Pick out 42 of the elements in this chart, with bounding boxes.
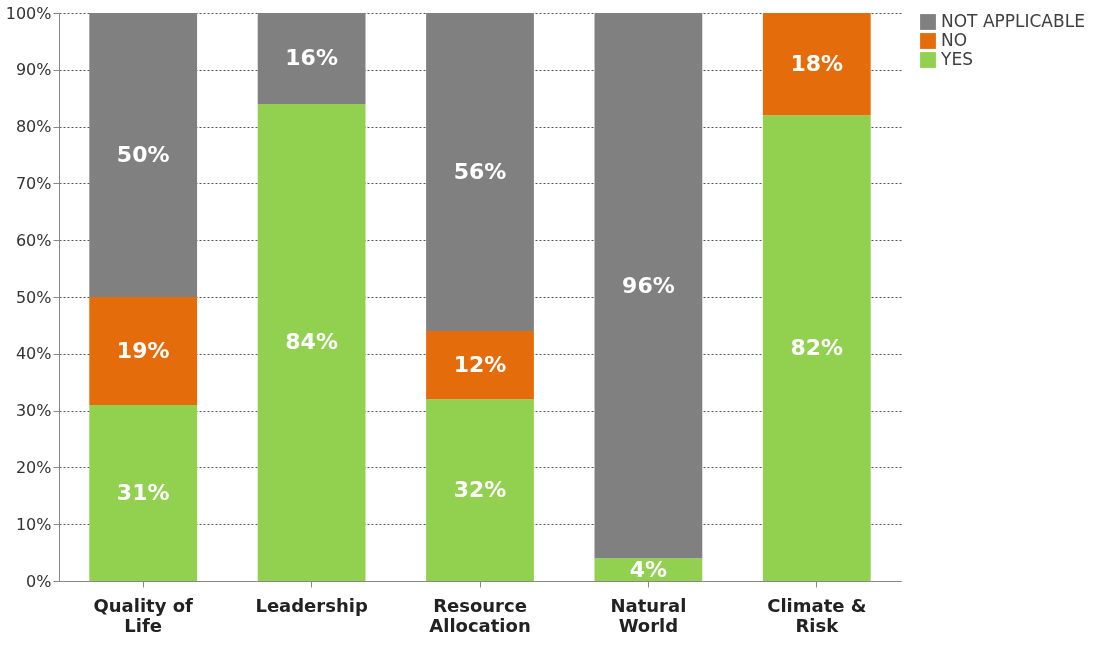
- x-tick-label: Quality of Life: [93, 594, 194, 636]
- bar: [257, 13, 366, 104]
- data-label: 56%: [453, 159, 507, 185]
- data-label: 18%: [790, 51, 844, 77]
- y-tick-label: 70%: [15, 173, 52, 193]
- data-label: 19%: [116, 337, 170, 363]
- legend-label: NO: [941, 30, 968, 50]
- legend-label: YES: [940, 49, 973, 69]
- bar: [426, 331, 534, 400]
- y-tick-label: 20%: [15, 457, 52, 477]
- data-label: 50%: [116, 142, 170, 167]
- data-label: 12%: [453, 352, 507, 378]
- y-tick-label: 10%: [15, 514, 52, 534]
- bar: [89, 404, 198, 581]
- data-label: 32%: [453, 477, 507, 503]
- y-tick-label: 0%: [26, 571, 52, 591]
- bar: [762, 115, 871, 581]
- data-label: 82%: [790, 335, 844, 361]
- x-tick-label: Natural World: [610, 594, 687, 636]
- bar: [89, 13, 198, 297]
- y-tick-label: 80%: [15, 117, 52, 137]
- y-tick-label: 30%: [15, 401, 52, 421]
- y-tick-label: 50%: [15, 287, 52, 307]
- bar: [762, 13, 871, 116]
- data-label: 16%: [285, 45, 338, 71]
- data-label: 31%: [116, 479, 170, 505]
- bar: [89, 297, 198, 405]
- data-label: 4%: [629, 556, 668, 582]
- x-tick-label: Resource Allocation: [429, 594, 531, 636]
- x-tick-label: Climate & Risk: [767, 594, 867, 636]
- bar: [257, 103, 366, 581]
- legend-label: NOT APPLICABLE: [941, 11, 1085, 31]
- y-tick-label: 40%: [15, 344, 52, 364]
- y-tick-label: 60%: [15, 230, 52, 250]
- bar: [426, 13, 534, 332]
- x-tick-label: Leadership: [255, 594, 368, 616]
- data-label: 84%: [285, 329, 338, 355]
- bar: [594, 13, 703, 559]
- bar: [426, 399, 534, 581]
- data-label: 96%: [622, 272, 675, 298]
- y-tick-label: 100%: [5, 3, 52, 23]
- y-tick-label: 90%: [15, 60, 52, 80]
